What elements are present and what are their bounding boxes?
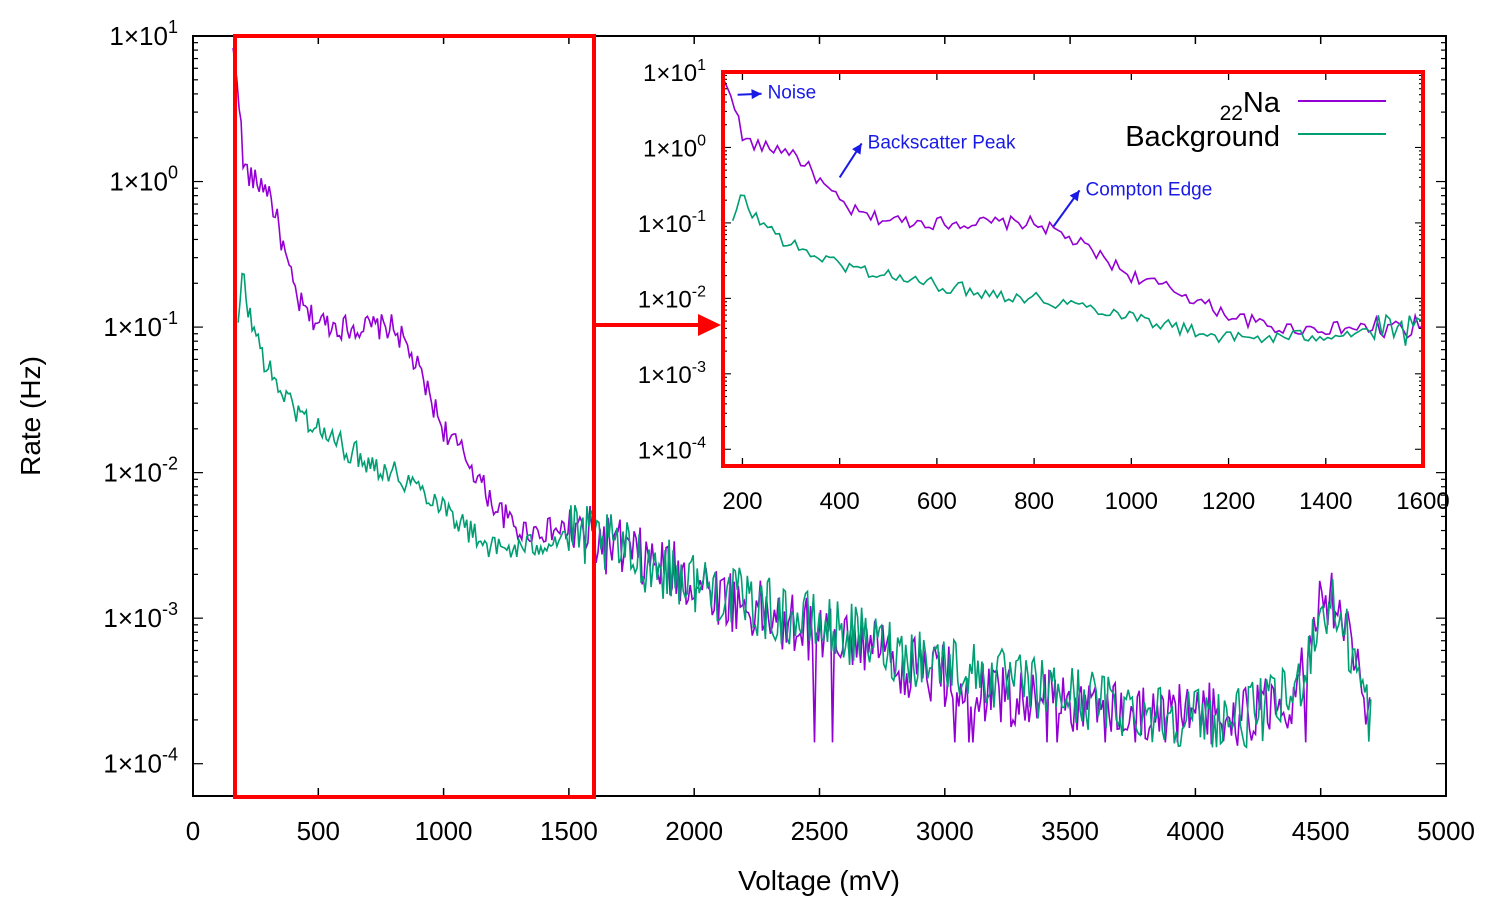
inset-x-tick-label: 1600 [1396, 488, 1449, 515]
y-tick-label: 1×10-2 [103, 454, 178, 488]
inset-frame [721, 70, 1425, 468]
legend-label-22na-sub: 22 [1220, 102, 1243, 125]
main-series-lines [232, 47, 1372, 749]
x-tick-label: 2000 [665, 816, 723, 846]
legend-label-22na-main: Na [1243, 87, 1281, 119]
series-line-background [237, 272, 1372, 749]
x-tick-label: 1000 [415, 816, 473, 846]
inset-series-line-background [731, 194, 1422, 346]
inset-background [723, 72, 1423, 466]
zoom-region-box [233, 34, 596, 799]
annotation-arrow-head [852, 143, 862, 155]
y-tick-label: 1×10-4 [103, 745, 178, 779]
inset-series-lines [722, 77, 1424, 346]
x-tick-label: 4000 [1166, 816, 1224, 846]
x-tick-label: 5000 [1417, 816, 1475, 846]
x-tick-label: 500 [297, 816, 340, 846]
legend-label-22na: 22Na [1220, 87, 1281, 125]
x-tick-label: 3000 [916, 816, 974, 846]
main-axis-ticks: 0 500 1000 1500 2000 2500 3000 3500 4000 4500 5000… [103, 17, 1475, 846]
inset-y-tick-label: 1×10-3 [638, 359, 706, 389]
inset-y-tick-label: 1×10-2 [638, 283, 706, 313]
annotation-label: Backscatter Peak [868, 132, 1016, 153]
inset-series-line-22na [722, 77, 1424, 339]
legend: 22Na Background [1125, 87, 1386, 153]
inset-x-tick-label: 600 [917, 488, 957, 515]
inset-y-tick-label: 1×101 [643, 57, 706, 87]
x-tick-label: 3500 [1041, 816, 1099, 846]
annotation-arrow-head [1069, 190, 1080, 202]
inset-x-tick-label: 1400 [1299, 488, 1352, 515]
annotation-label: Compton Edge [1086, 179, 1213, 200]
x-tick-label: 1500 [540, 816, 598, 846]
x-tick-label: 4500 [1292, 816, 1350, 846]
legend-label-background: Background [1125, 121, 1280, 153]
y-tick-label: 1×101 [109, 17, 178, 51]
inset-x-tick-label: 800 [1014, 488, 1054, 515]
inset-x-tick-label: 1000 [1105, 488, 1158, 515]
y-axis-title: Rate (Hz) [15, 356, 46, 476]
inset-annotations: Noise Backscatter Peak Compton Edge [737, 83, 1213, 227]
x-tick-label: 0 [186, 816, 200, 846]
inset-y-tick-label: 1×10-1 [638, 208, 706, 238]
inset-x-tick-label: 400 [820, 488, 860, 515]
inset-x-tick-label: 1200 [1202, 488, 1255, 515]
zoom-arrow-head [698, 314, 721, 336]
y-tick-label: 1×10-1 [103, 308, 178, 342]
annotation-arrow-head [751, 89, 762, 100]
x-tick-label: 2500 [791, 816, 849, 846]
series-line-22na [232, 47, 1371, 746]
y-tick-label: 1×100 [109, 163, 178, 197]
y-tick-label: 1×10-3 [103, 599, 178, 633]
inset-x-tick-label: 200 [722, 488, 762, 515]
inset-y-tick-label: 1×100 [643, 132, 706, 162]
x-axis-title: Voltage (mV) [738, 865, 900, 896]
inset-y-tick-label: 1×10-4 [638, 434, 706, 464]
annotation-label: Noise [768, 83, 817, 104]
